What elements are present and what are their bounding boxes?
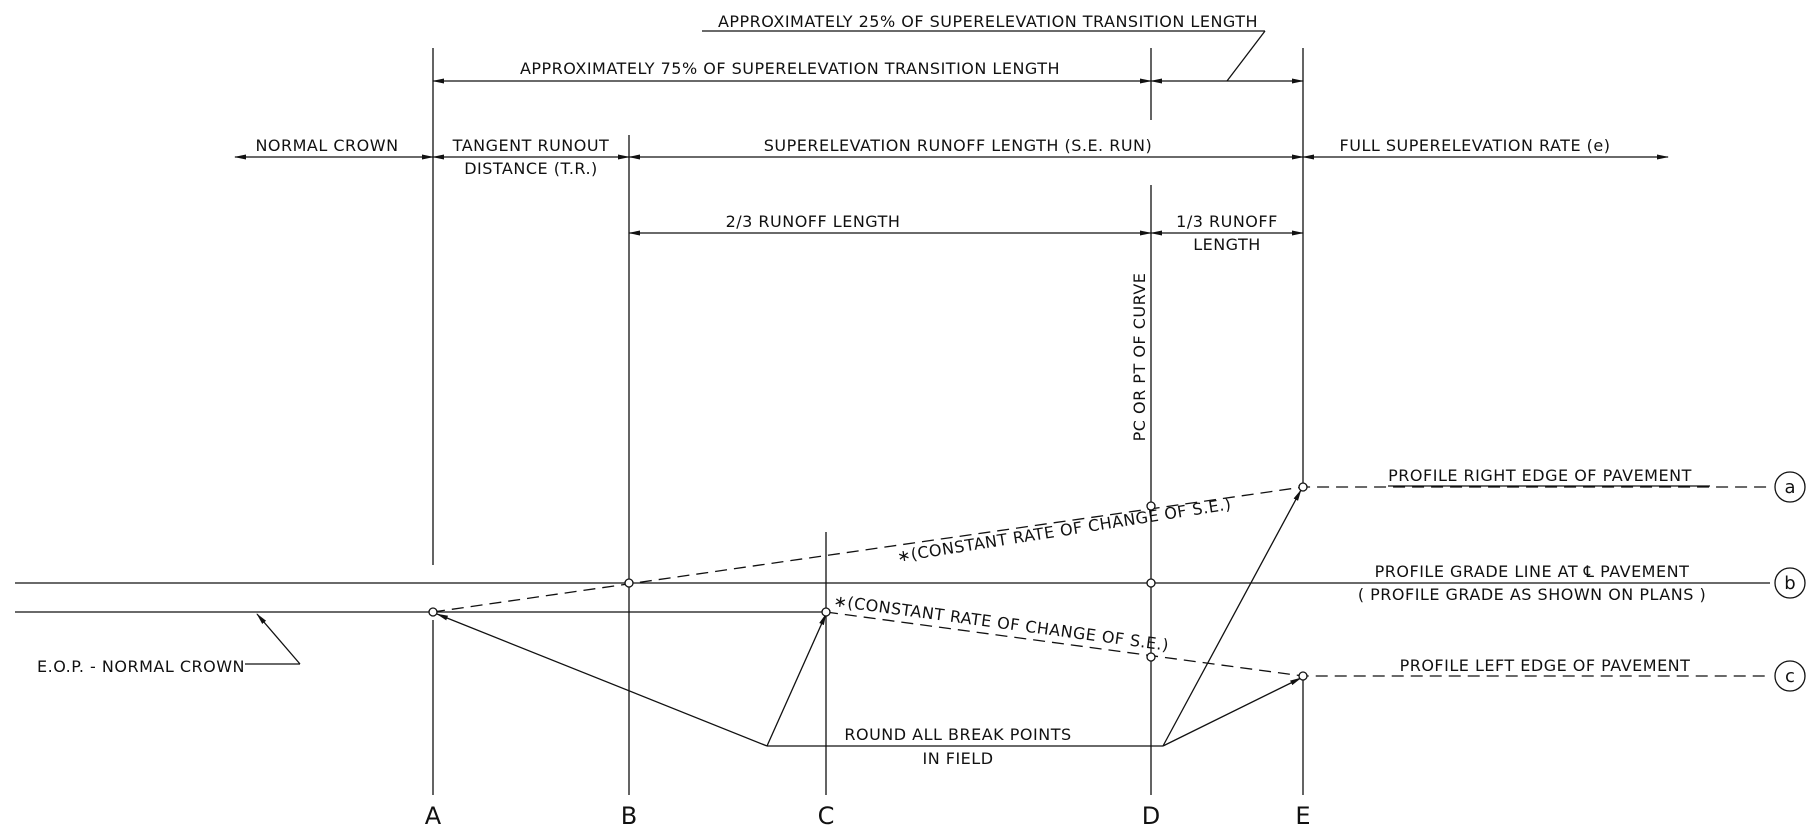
- full-se-label: FULL SUPERELEVATION RATE (e): [1340, 136, 1611, 155]
- eop-label: E.O.P. - NORMAL CROWN: [37, 657, 245, 676]
- grade-note-label: ( PROFILE GRADE AS SHOWN ON PLANS ): [1358, 585, 1706, 604]
- point-d-right: [1146, 501, 1156, 511]
- pc-pt-label: PC OR PT OF CURVE: [1130, 273, 1149, 442]
- leader-to-a: [436, 613, 768, 747]
- callout-c: c: [1774, 660, 1806, 692]
- station-label-a: A: [425, 802, 442, 830]
- station-label-b: B: [621, 802, 637, 830]
- callout-a-text: a: [1784, 477, 1795, 498]
- one-third-label-2: LENGTH: [1193, 235, 1261, 254]
- callout-b: b: [1774, 567, 1806, 599]
- left-edge-label: PROFILE LEFT EDGE OF PAVEMENT: [1400, 656, 1691, 675]
- break-points: [428, 482, 1308, 681]
- point-c-eop: [821, 607, 831, 617]
- point-e-left: [1298, 671, 1308, 681]
- tangent-runout-label-2: DISTANCE (T.R.): [464, 159, 598, 178]
- point-a-eop: [428, 607, 438, 617]
- two-thirds-label: 2/3 RUNOFF LENGTH: [726, 212, 901, 231]
- leader-to-e-upper: [1162, 489, 1302, 747]
- callout-b-text: b: [1784, 573, 1795, 594]
- point-d-grade: [1146, 578, 1156, 588]
- callout-a: a: [1774, 471, 1806, 503]
- transition-25-leader: [1226, 30, 1266, 82]
- station-label-d: D: [1142, 802, 1160, 830]
- eop-leader: [256, 613, 301, 665]
- constant-rate-upper: ∗(CONSTANT RATE OF CHANGE OF S.E.): [896, 494, 1233, 566]
- constant-rate-lower: ∗(CONSTANT RATE OF CHANGE OF S.E.): [832, 591, 1170, 655]
- round-label-2: IN FIELD: [922, 749, 993, 768]
- station-label-e: E: [1295, 802, 1310, 830]
- right-edge-label: PROFILE RIGHT EDGE OF PAVEMENT: [1388, 466, 1692, 485]
- transition-75-label: APPROXIMATELY 75% OF SUPERELEVATION TRAN…: [520, 59, 1060, 78]
- round-label-1: ROUND ALL BREAK POINTS: [844, 725, 1071, 744]
- leader-to-e-lower: [1162, 677, 1302, 747]
- point-d-left: [1146, 652, 1156, 662]
- leader-to-c: [766, 613, 827, 747]
- grade-line-label: PROFILE GRADE LINE AT ℄ PAVEMENT: [1375, 562, 1690, 581]
- one-third-label-1: 1/3 RUNOFF: [1176, 212, 1278, 231]
- station-lines: [432, 48, 1304, 795]
- point-b-grade: [624, 578, 634, 588]
- point-e-right: [1298, 482, 1308, 492]
- transition-25-label: APPROXIMATELY 25% OF SUPERELEVATION TRAN…: [718, 12, 1258, 31]
- se-runoff-label: SUPERELEVATION RUNOFF LENGTH (S.E. RUN): [764, 136, 1153, 155]
- station-label-c: C: [818, 802, 835, 830]
- callout-c-text: c: [1785, 666, 1795, 687]
- normal-crown-label: NORMAL CROWN: [255, 136, 398, 155]
- tangent-runout-label-1: TANGENT RUNOUT: [452, 136, 610, 155]
